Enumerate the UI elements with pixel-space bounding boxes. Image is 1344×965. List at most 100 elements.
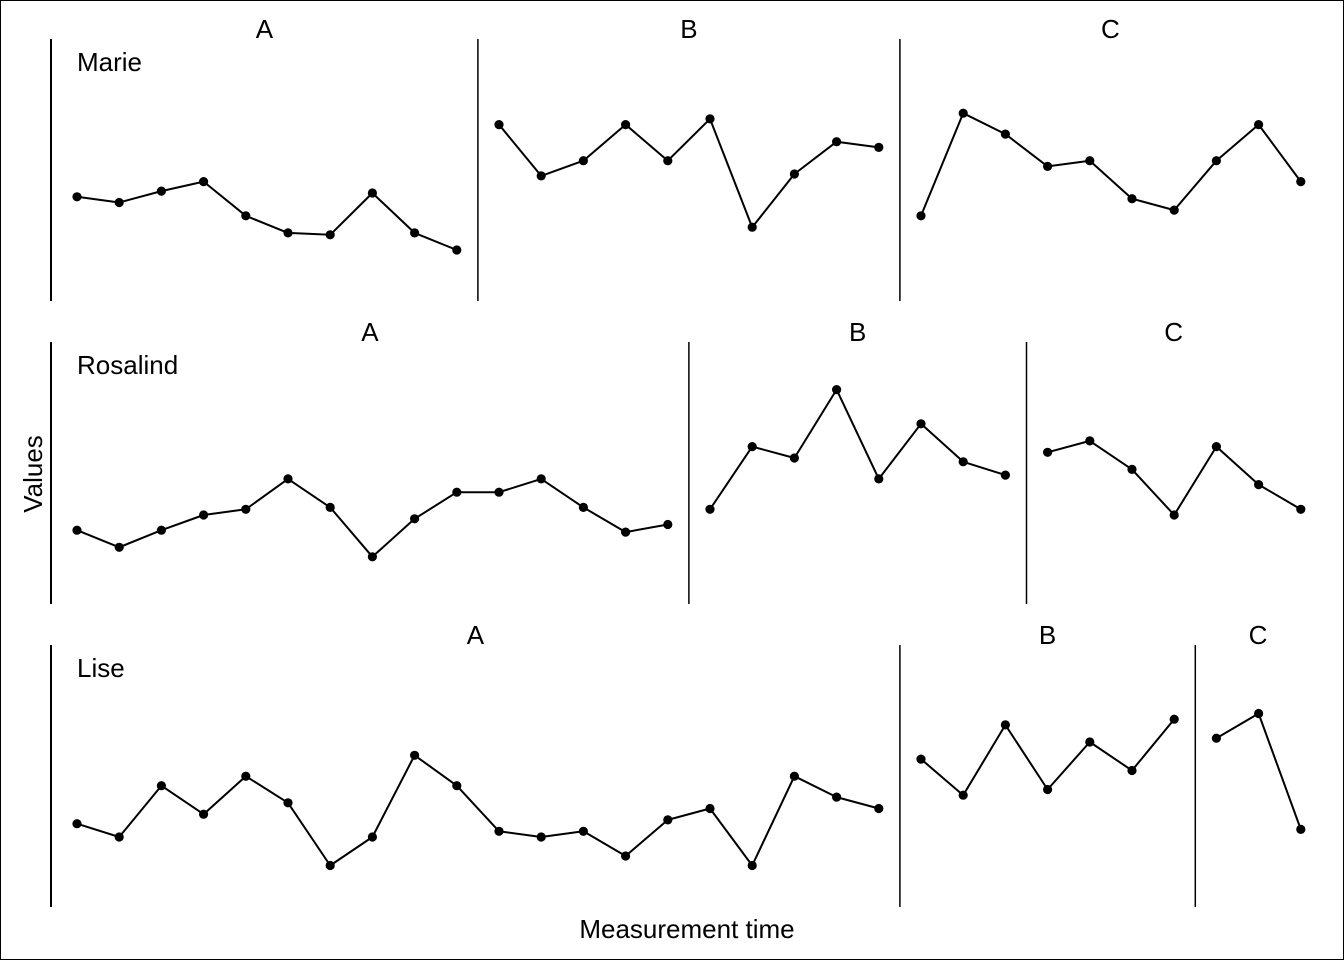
series-line-a bbox=[76, 180, 458, 251]
data-point bbox=[663, 519, 673, 530]
data-point bbox=[916, 211, 926, 221]
phase-label-a: A bbox=[467, 620, 485, 650]
data-point bbox=[536, 832, 546, 842]
row-rosalind: Rosalind A B C bbox=[50, 317, 1306, 604]
data-point bbox=[283, 474, 293, 484]
data-point bbox=[325, 502, 335, 512]
data-point bbox=[536, 474, 546, 484]
data-point bbox=[72, 819, 82, 829]
data-point bbox=[832, 385, 842, 395]
data-point bbox=[705, 114, 715, 124]
data-point bbox=[1296, 504, 1306, 514]
phase-label-b: B bbox=[680, 14, 697, 44]
phase-label-c: C bbox=[1249, 620, 1268, 650]
phase-label-c: C bbox=[1101, 14, 1120, 44]
data-point bbox=[1085, 737, 1095, 747]
data-point bbox=[1254, 708, 1264, 719]
phase-label-b: B bbox=[1039, 620, 1056, 650]
data-point bbox=[578, 156, 589, 166]
data-point bbox=[747, 442, 757, 452]
data-point bbox=[832, 792, 842, 802]
data-point bbox=[494, 120, 504, 130]
data-point bbox=[72, 525, 82, 535]
data-point bbox=[747, 860, 757, 871]
data-point bbox=[1127, 464, 1137, 474]
series-line-c bbox=[920, 112, 1302, 217]
data-point bbox=[410, 514, 420, 524]
data-point bbox=[283, 228, 293, 238]
data-point bbox=[114, 832, 124, 842]
data-point bbox=[874, 803, 884, 814]
phase-label-a: A bbox=[361, 317, 379, 347]
data-point bbox=[958, 790, 968, 800]
data-point bbox=[958, 108, 968, 118]
data-point bbox=[156, 781, 166, 791]
data-point bbox=[747, 222, 757, 232]
data-point bbox=[1000, 470, 1011, 480]
data-point bbox=[72, 192, 82, 202]
data-point bbox=[621, 527, 631, 537]
data-point bbox=[1211, 442, 1221, 452]
data-point bbox=[452, 245, 462, 255]
data-point bbox=[1043, 447, 1053, 457]
data-point bbox=[199, 809, 209, 819]
participant-label: Rosalind bbox=[77, 350, 178, 380]
data-point bbox=[663, 156, 673, 166]
data-point bbox=[789, 453, 800, 463]
data-point bbox=[916, 419, 926, 429]
data-point bbox=[621, 120, 631, 130]
phase-label-a: A bbox=[256, 14, 274, 44]
series-line-a bbox=[76, 754, 880, 867]
data-point bbox=[663, 815, 673, 825]
data-point bbox=[1085, 156, 1095, 166]
data-point bbox=[874, 474, 884, 484]
data-point bbox=[1043, 161, 1053, 171]
data-point bbox=[452, 781, 462, 791]
data-point bbox=[1296, 824, 1306, 835]
data-point bbox=[578, 826, 589, 836]
data-point bbox=[1169, 714, 1179, 724]
data-point bbox=[494, 826, 504, 836]
data-point bbox=[241, 771, 251, 781]
data-point bbox=[199, 510, 209, 520]
data-point bbox=[1127, 194, 1137, 204]
y-axis-label: Values bbox=[18, 435, 48, 513]
data-point bbox=[1169, 510, 1179, 520]
data-point bbox=[1254, 480, 1264, 490]
series-line-b bbox=[498, 117, 879, 229]
data-point bbox=[367, 188, 377, 198]
data-point bbox=[156, 525, 166, 535]
row-lise: Lise A B C bbox=[50, 620, 1306, 907]
data-point bbox=[410, 228, 420, 238]
data-point bbox=[1127, 765, 1137, 776]
data-point bbox=[1211, 156, 1221, 166]
data-point bbox=[705, 504, 715, 514]
data-point bbox=[410, 750, 420, 760]
participant-label: Lise bbox=[77, 653, 125, 683]
data-point bbox=[114, 542, 124, 552]
x-axis-label: Measurement time bbox=[579, 914, 794, 944]
data-point bbox=[1085, 436, 1095, 446]
data-point bbox=[283, 798, 293, 808]
data-point bbox=[916, 754, 926, 764]
data-point bbox=[1169, 205, 1179, 215]
participant-label: Marie bbox=[77, 47, 142, 77]
data-point bbox=[241, 211, 251, 221]
phase-label-b: B bbox=[849, 317, 866, 347]
data-point bbox=[789, 771, 800, 781]
series-line-b bbox=[709, 388, 1006, 510]
data-point bbox=[1000, 129, 1011, 139]
data-point bbox=[156, 186, 166, 196]
data-point bbox=[114, 197, 124, 208]
data-point bbox=[578, 502, 589, 512]
data-point bbox=[832, 137, 842, 147]
plot-layer: Marie A B C Rosalind A B C Lise A B C bbox=[50, 14, 1306, 907]
data-point bbox=[705, 803, 715, 814]
data-point bbox=[958, 457, 968, 467]
phase-label-c: C bbox=[1164, 317, 1183, 347]
data-point bbox=[494, 487, 504, 497]
data-point bbox=[199, 177, 209, 187]
data-point bbox=[367, 552, 377, 562]
data-point bbox=[621, 851, 631, 861]
